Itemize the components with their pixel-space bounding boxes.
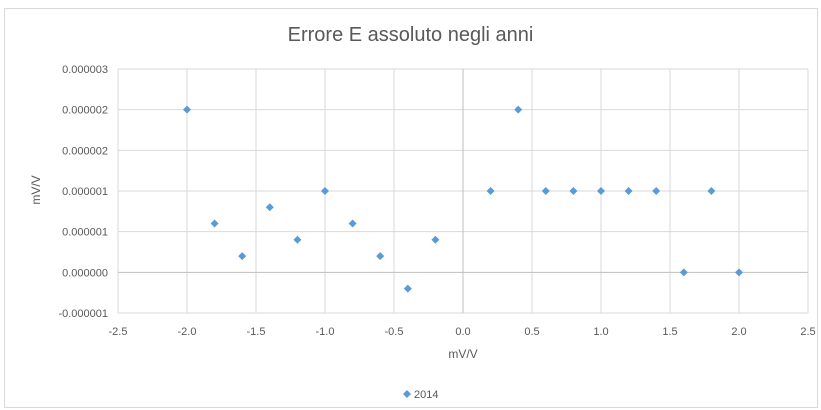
data-point <box>183 105 191 114</box>
x-tick-label: 0.0 <box>455 326 470 338</box>
y-tick-label: 0.000002 <box>62 105 108 117</box>
y-tick-label: 0.000001 <box>62 186 108 198</box>
chart-title: Errore E assoluto negli anni <box>287 24 534 46</box>
data-point <box>735 268 743 277</box>
data-point <box>431 235 440 244</box>
data-point <box>348 219 357 228</box>
data-point <box>238 252 247 261</box>
data-point <box>376 252 385 261</box>
data-point <box>486 187 495 195</box>
data-point <box>707 187 716 195</box>
legend: 2014 <box>403 389 438 401</box>
x-tick-label: 0.5 <box>524 326 539 338</box>
data-point <box>597 187 605 195</box>
data-point <box>569 187 578 195</box>
y-tick-label: 0.000000 <box>62 267 108 279</box>
chart-frame <box>4 8 818 408</box>
data-point <box>679 268 688 277</box>
x-tick-label: 1.0 <box>593 326 608 338</box>
x-tick-label: 2.5 <box>800 326 815 338</box>
axes <box>118 69 808 313</box>
data-point <box>265 203 274 212</box>
y-tick-label: 0.000001 <box>62 227 108 239</box>
x-tick-label: 2.0 <box>731 326 746 338</box>
x-tick-label: 1.5 <box>662 326 677 338</box>
data-point <box>541 187 550 195</box>
data-point <box>321 187 329 195</box>
data-point <box>652 187 661 195</box>
x-tick-label: -1.0 <box>316 326 335 338</box>
y-tick-label: -0.000001 <box>58 308 108 320</box>
x-tick-label: -0.5 <box>385 326 404 338</box>
x-axis-label: mV/V <box>448 347 477 361</box>
legend-marker <box>403 390 411 398</box>
legend-label: 2014 <box>414 389 438 401</box>
x-tick-labels: -2.5 -2.0 -1.5 -1.0 -0.5 0.0 0.5 1.0 1.5 2.0 2.5 <box>109 326 816 338</box>
y-tick-label: 0.000003 <box>62 64 108 76</box>
y-tick-label: 0.000002 <box>62 145 108 157</box>
data-point <box>624 187 633 195</box>
x-tick-label: -1.5 <box>247 326 266 338</box>
data-point <box>403 284 412 293</box>
data-point <box>293 235 302 244</box>
y-tick-labels: -0.000001 0.000000 0.000001 0.000001 0.00000… <box>58 64 108 320</box>
y-axis-label: mV/V <box>29 175 43 204</box>
data-point <box>210 219 219 228</box>
x-tick-label: -2.5 <box>109 326 128 338</box>
data-points <box>183 105 743 293</box>
x-tick-label: -2.0 <box>178 326 197 338</box>
data-point <box>514 105 523 114</box>
